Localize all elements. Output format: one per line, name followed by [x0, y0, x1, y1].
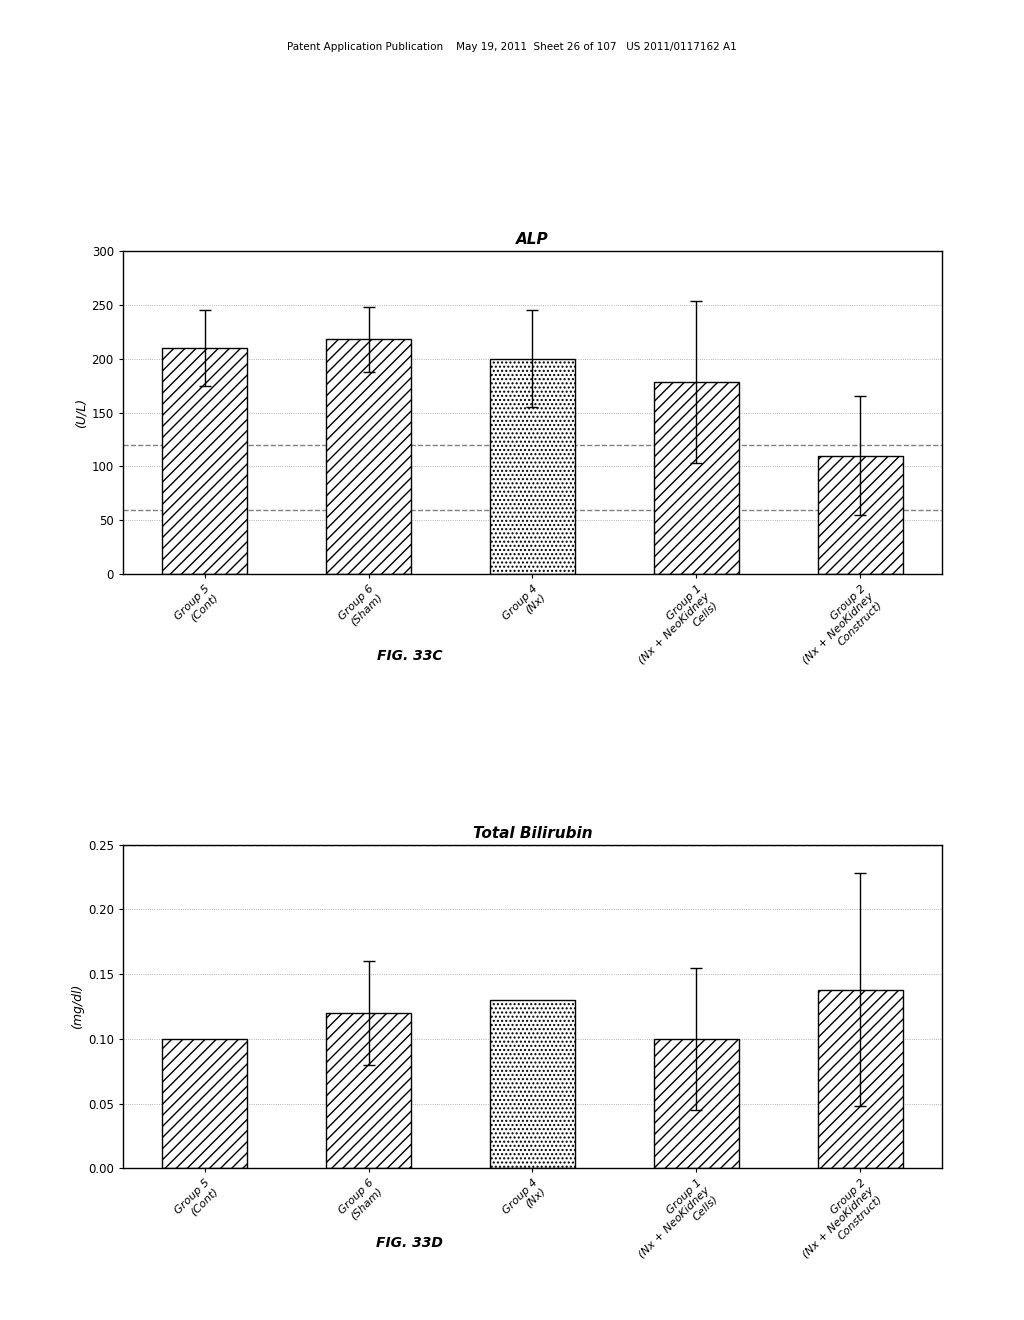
Bar [326, 1012, 412, 1168]
Text: FIG. 33D: FIG. 33D [376, 1237, 443, 1250]
Text: Patent Application Publication    May 19, 2011  Sheet 26 of 107   US 2011/011716: Patent Application Publication May 19, 2… [287, 42, 737, 53]
Bar [653, 1039, 739, 1168]
Bar [653, 383, 739, 574]
Text: FIG. 33C: FIG. 33C [377, 649, 442, 663]
Title: ALP: ALP [516, 232, 549, 247]
Bar [817, 455, 903, 574]
Bar [326, 339, 412, 574]
Bar [489, 359, 575, 574]
Bar [162, 348, 248, 574]
Bar [817, 990, 903, 1168]
Bar [489, 1001, 575, 1168]
Bar [162, 1039, 248, 1168]
Y-axis label: (mg/dl): (mg/dl) [71, 983, 84, 1030]
Y-axis label: (U/L): (U/L) [75, 397, 87, 428]
Title: Total Bilirubin: Total Bilirubin [473, 826, 592, 841]
